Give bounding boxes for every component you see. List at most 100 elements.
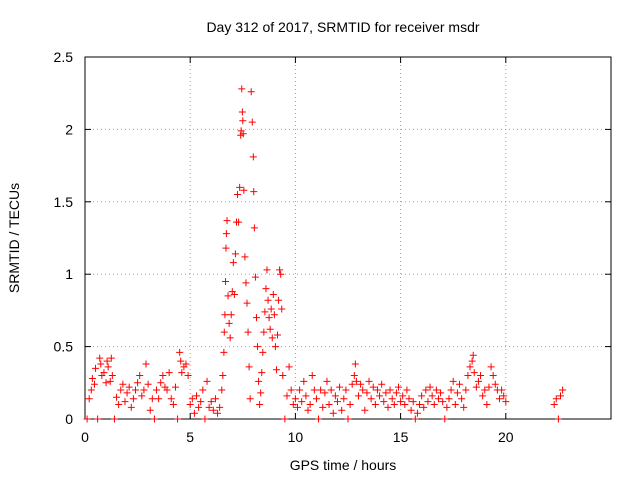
data-point — [289, 401, 297, 409]
data-point — [350, 372, 358, 380]
data-point — [266, 325, 274, 333]
data-point — [361, 406, 369, 414]
data-point — [287, 386, 295, 394]
x-tick-label: 20 — [498, 429, 514, 445]
data-point — [271, 343, 279, 351]
data-point — [495, 395, 503, 403]
data-point — [270, 311, 278, 319]
data-point — [298, 398, 306, 406]
x-tick-label: 5 — [186, 429, 194, 445]
data-point — [371, 401, 379, 409]
data-point — [407, 406, 415, 414]
data-point — [323, 377, 331, 385]
data-point — [559, 386, 567, 394]
data-point — [203, 377, 211, 385]
data-point — [257, 389, 265, 397]
data-point — [363, 389, 371, 397]
data-point — [278, 305, 286, 313]
data-point — [129, 395, 137, 403]
data-point — [236, 183, 244, 191]
data-point — [464, 372, 472, 380]
data-point — [146, 406, 154, 414]
data-point — [409, 398, 417, 406]
data-point — [201, 415, 209, 423]
data-point — [140, 386, 148, 394]
data-point — [155, 395, 163, 403]
data-point — [378, 380, 386, 388]
data-point — [285, 363, 293, 371]
data-point — [88, 374, 96, 382]
data-point — [144, 380, 152, 388]
data-point — [235, 218, 243, 226]
x-tick-label: 0 — [81, 429, 89, 445]
data-point — [148, 395, 156, 403]
data-point — [310, 386, 318, 394]
data-point — [218, 386, 226, 394]
data-point — [373, 386, 381, 394]
data-point — [223, 217, 231, 225]
ticks: 0 5 10 15 20 0 0.5 1 1.5 2 2.5 — [54, 49, 611, 445]
data-point — [462, 386, 470, 394]
data-point — [472, 383, 480, 391]
data-point — [153, 386, 161, 394]
data-point — [138, 392, 146, 400]
data-point — [165, 369, 173, 377]
data-point — [96, 354, 104, 362]
data-point — [426, 383, 434, 391]
data-point — [487, 363, 495, 371]
data-point — [460, 403, 468, 411]
data-point — [207, 398, 215, 406]
data-point — [340, 395, 348, 403]
data-point — [485, 383, 493, 391]
y-tick-label: 1 — [65, 266, 73, 282]
data-point — [169, 401, 177, 409]
data-point — [281, 415, 289, 423]
data-point — [283, 392, 291, 400]
data-point — [222, 244, 230, 252]
x-axis-label: GPS time / hours — [290, 457, 397, 473]
data-point — [302, 392, 310, 400]
data-point — [193, 392, 201, 400]
data-point — [413, 409, 421, 417]
data-point — [123, 389, 131, 397]
data-point — [264, 296, 272, 304]
data-point — [256, 401, 264, 409]
data-point — [352, 377, 360, 385]
data-point — [220, 328, 228, 336]
data-point — [205, 403, 213, 411]
data-point — [176, 348, 184, 356]
data-point — [238, 108, 246, 116]
data-point — [197, 398, 205, 406]
data-point — [113, 393, 121, 401]
data-point — [411, 415, 419, 423]
data-point — [102, 379, 110, 387]
data-point — [365, 377, 373, 385]
data-point — [296, 386, 304, 394]
data-point — [268, 334, 276, 342]
data-point — [357, 380, 365, 388]
data-point — [390, 401, 398, 409]
data-point — [209, 406, 217, 414]
data-point — [502, 398, 510, 406]
data-point — [241, 253, 249, 261]
data-point — [437, 389, 445, 397]
data-point — [245, 363, 253, 371]
data-point — [458, 395, 466, 403]
data-point — [327, 386, 335, 394]
data-point — [247, 88, 255, 96]
data-point — [451, 401, 459, 409]
data-point — [222, 277, 230, 285]
data-point — [83, 415, 91, 423]
data-point — [110, 415, 118, 423]
data-point — [445, 395, 453, 403]
data-point — [500, 392, 508, 400]
data-point — [134, 379, 142, 387]
data-point — [195, 403, 203, 411]
data-point — [554, 415, 562, 423]
data-point — [308, 372, 316, 380]
data-point — [246, 395, 254, 403]
data-point — [453, 389, 461, 397]
data-point — [269, 290, 277, 298]
data-point — [439, 398, 447, 406]
data-point — [131, 386, 139, 394]
